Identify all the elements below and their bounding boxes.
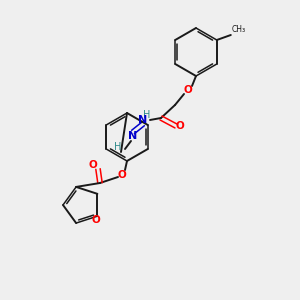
Text: O: O [176,121,184,131]
Text: O: O [92,215,101,225]
Text: O: O [88,160,98,170]
Text: O: O [184,85,192,95]
Text: N: N [138,115,148,125]
Text: O: O [118,170,126,180]
Text: H: H [114,142,122,152]
Text: H: H [143,110,151,120]
Text: CH₃: CH₃ [232,25,246,34]
Text: N: N [128,131,138,141]
